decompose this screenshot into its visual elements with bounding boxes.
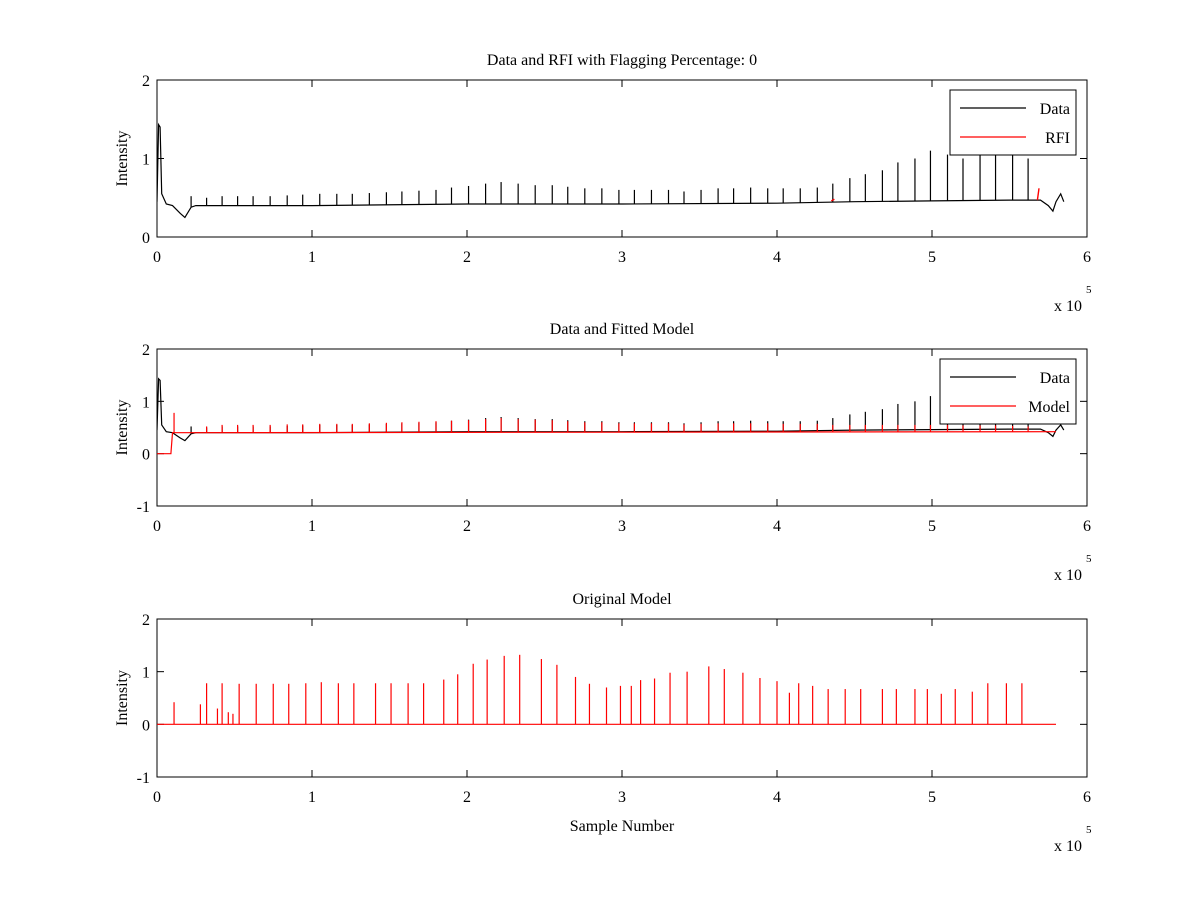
x-tick-label: 3 — [618, 789, 626, 806]
x-tick-label: 2 — [463, 789, 471, 806]
x-tick-label: 3 — [618, 518, 626, 535]
x-tick-label: 5 — [928, 789, 936, 806]
x-axis-multiplier-exponent: 5 — [1086, 553, 1092, 565]
legend: Data Model — [939, 358, 1077, 425]
legend-label: Data — [1040, 101, 1070, 118]
y-tick-label: 1 — [142, 394, 150, 411]
y-axis-label: Intensity — [114, 400, 131, 456]
plot-area — [156, 618, 1088, 778]
x-tick-label: 1 — [308, 789, 316, 806]
x-tick-label: 2 — [463, 518, 471, 535]
series-line — [157, 377, 1065, 442]
series-segment — [1036, 188, 1040, 201]
legend-label: Data — [1040, 370, 1070, 387]
series-segment — [830, 198, 835, 202]
y-tick-label: -1 — [137, 770, 150, 787]
legend-box — [949, 89, 1077, 156]
y-axis-label: Intensity — [114, 670, 131, 726]
x-tick-label: 6 — [1083, 518, 1091, 535]
series-rfi — [830, 188, 1040, 202]
y-tick-label: 2 — [142, 342, 150, 359]
x-tick-label: 3 — [618, 249, 626, 266]
legend: Data RFI — [949, 89, 1077, 156]
legend-label: Model — [1028, 399, 1070, 416]
y-tick-label: 2 — [142, 73, 150, 90]
x-tick-label: 4 — [773, 518, 781, 535]
x-axis-multiplier: x 10 — [1054, 838, 1082, 855]
plot-area — [156, 79, 1088, 238]
series-line — [157, 122, 1065, 219]
x-tick-label: 4 — [773, 789, 781, 806]
y-tick-label: 0 — [142, 717, 150, 734]
x-tick-label: 5 — [928, 249, 936, 266]
series-group — [157, 377, 1065, 455]
series-line — [157, 431, 1057, 455]
x-tick-label: 1 — [308, 518, 316, 535]
series-group — [157, 654, 1056, 725]
chart-title: Data and RFI with Flagging Percentage: 0 — [487, 52, 757, 69]
plot-area — [156, 348, 1088, 507]
x-tick-label: 6 — [1083, 249, 1091, 266]
x-tick-label: 1 — [308, 249, 316, 266]
x-axis-multiplier-exponent: 5 — [1086, 824, 1092, 836]
x-tick-label: 4 — [773, 249, 781, 266]
y-axis-label: Intensity — [114, 131, 131, 187]
x-axis-multiplier: x 10 — [1054, 567, 1082, 584]
series-model — [157, 654, 1056, 725]
chart-panel-1: 0 1 2 3 4 5 6 0 1 2 Data and RFI with Flagging Per… — [114, 52, 1092, 315]
series-model — [157, 412, 1057, 455]
y-tick-label: 1 — [142, 665, 150, 682]
legend-label: RFI — [1045, 130, 1070, 147]
x-tick-label: 0 — [153, 518, 161, 535]
x-axis-multiplier: x 10 — [1054, 298, 1082, 315]
series-data — [157, 122, 1065, 219]
series-group — [157, 122, 1065, 219]
y-tick-label: 0 — [142, 447, 150, 464]
y-tick-label: 0 — [142, 230, 150, 247]
x-tick-label: 0 — [153, 249, 161, 266]
chart-title: Original Model — [572, 591, 672, 608]
y-tick-label: 1 — [142, 152, 150, 169]
x-tick-label: 5 — [928, 518, 936, 535]
y-tick-label: 2 — [142, 612, 150, 629]
x-tick-label: 6 — [1083, 789, 1091, 806]
chart-title: Data and Fitted Model — [550, 321, 695, 338]
x-axis-multiplier-exponent: 5 — [1086, 284, 1092, 296]
x-axis-label: Sample Number — [570, 818, 675, 835]
x-tick-label: 0 — [153, 789, 161, 806]
legend-box — [939, 358, 1077, 425]
x-tick-label: 2 — [463, 249, 471, 266]
y-tick-label: -1 — [137, 499, 150, 516]
